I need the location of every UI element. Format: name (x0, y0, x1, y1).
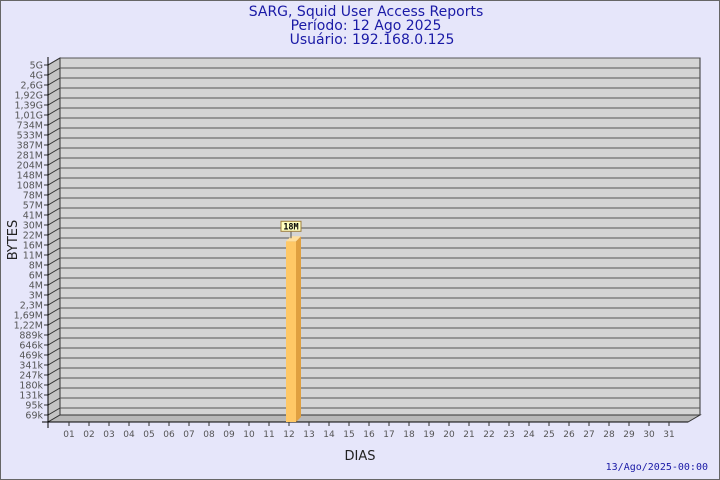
y-tick-label: 387M (17, 141, 43, 152)
y-axis-label: BYTES (6, 220, 21, 261)
bar (286, 241, 296, 422)
plot-side-wall (47, 57, 61, 423)
y-tick-label: 2,6G (21, 81, 43, 92)
y-tick-label: 131k (19, 391, 43, 402)
x-tick-label: 10 (243, 430, 255, 440)
chart-title: SARG, Squid User Access Reports (249, 4, 484, 20)
x-tick-label: 19 (423, 430, 435, 440)
y-tick-label: 78M (23, 191, 43, 202)
x-tick-label: 23 (503, 430, 514, 440)
x-tick-label: 03 (103, 430, 114, 440)
y-tick-label: 734M (17, 121, 43, 132)
x-tick-label: 20 (443, 430, 455, 440)
x-tick-label: 11 (263, 430, 274, 440)
bar-side (296, 236, 301, 422)
x-tick-label: 22 (483, 430, 494, 440)
y-tick-label: 1,01G (14, 111, 43, 122)
chart-user: Usuário: 192.168.0.125 (290, 32, 455, 48)
y-tick-label: 41M (23, 211, 43, 222)
x-tick-label: 14 (323, 430, 335, 440)
x-tick-label: 13 (303, 430, 314, 440)
x-tick-label: 28 (603, 430, 615, 440)
y-tick-label: 341k (19, 361, 43, 372)
y-tick-label: 281M (17, 151, 43, 162)
y-tick-label: 16M (23, 241, 43, 252)
y-tick-label: 5G (30, 61, 43, 72)
x-tick-label: 09 (223, 430, 235, 440)
x-tick-label: 31 (663, 430, 674, 440)
y-tick-label: 469k (19, 351, 43, 362)
bar-data-label: 18M (283, 222, 298, 232)
y-tick-label: 8M (29, 261, 43, 272)
y-tick-label: 247k (19, 371, 43, 382)
x-tick-label: 30 (643, 430, 655, 440)
y-tick-label: 533M (17, 131, 43, 142)
x-tick-label: 18 (403, 430, 415, 440)
y-tick-label: 1,39G (14, 101, 43, 112)
x-tick-label: 08 (203, 430, 215, 440)
x-tick-label: 24 (523, 430, 535, 440)
y-tick-label: 3M (29, 291, 43, 302)
x-tick-label: 01 (63, 430, 74, 440)
x-tick-label: 04 (123, 430, 135, 440)
x-tick-label: 17 (383, 430, 394, 440)
y-tick-label: 57M (23, 201, 43, 212)
plot-back-wall (59, 57, 701, 416)
x-tick-label: 15 (343, 430, 354, 440)
x-tick-label: 29 (623, 430, 635, 440)
x-axis-label: DIAS (345, 449, 376, 464)
bar-top (286, 236, 301, 242)
x-tick-label: 21 (463, 430, 474, 440)
x-tick-label: 26 (563, 430, 575, 440)
y-tick-label: 69k (25, 411, 43, 422)
y-tick-label: 95k (25, 401, 43, 412)
x-tick-label: 25 (543, 430, 554, 440)
y-tick-label: 204M (17, 161, 43, 172)
chart-period: Período: 12 Ago 2025 (291, 18, 442, 34)
y-tick-label: 1,69M (14, 311, 43, 322)
y-tick-label: 30M (23, 221, 43, 232)
x-tick-label: 27 (583, 430, 594, 440)
y-tick-label: 889k (19, 331, 43, 342)
y-tick-label: 1,22M (14, 321, 43, 332)
x-tick-label: 16 (363, 430, 375, 440)
y-tick-label: 22M (23, 231, 43, 242)
y-tick-label: 6M (29, 271, 43, 282)
x-tick-label: 07 (183, 430, 194, 440)
x-tick-label: 12 (283, 430, 294, 440)
y-tick-label: 108M (17, 181, 43, 192)
y-tick-label: 646k (19, 341, 43, 352)
y-tick-label: 148M (17, 171, 43, 182)
bar-label-box (280, 220, 302, 232)
x-tick-label: 05 (143, 430, 154, 440)
y-tick-label: 180k (19, 381, 43, 392)
y-tick-label: 4M (29, 281, 43, 292)
y-tick-label: 4G (30, 71, 43, 82)
x-tick-label: 02 (83, 430, 94, 440)
y-tick-label: 11M (23, 251, 43, 262)
x-tick-label: 06 (163, 430, 175, 440)
generated-timestamp: 13/Ago/2025-00:00 (606, 462, 708, 473)
y-tick-label: 1,92G (14, 91, 43, 102)
y-tick-label: 2,3M (20, 301, 43, 312)
plot-floor (46, 414, 702, 423)
